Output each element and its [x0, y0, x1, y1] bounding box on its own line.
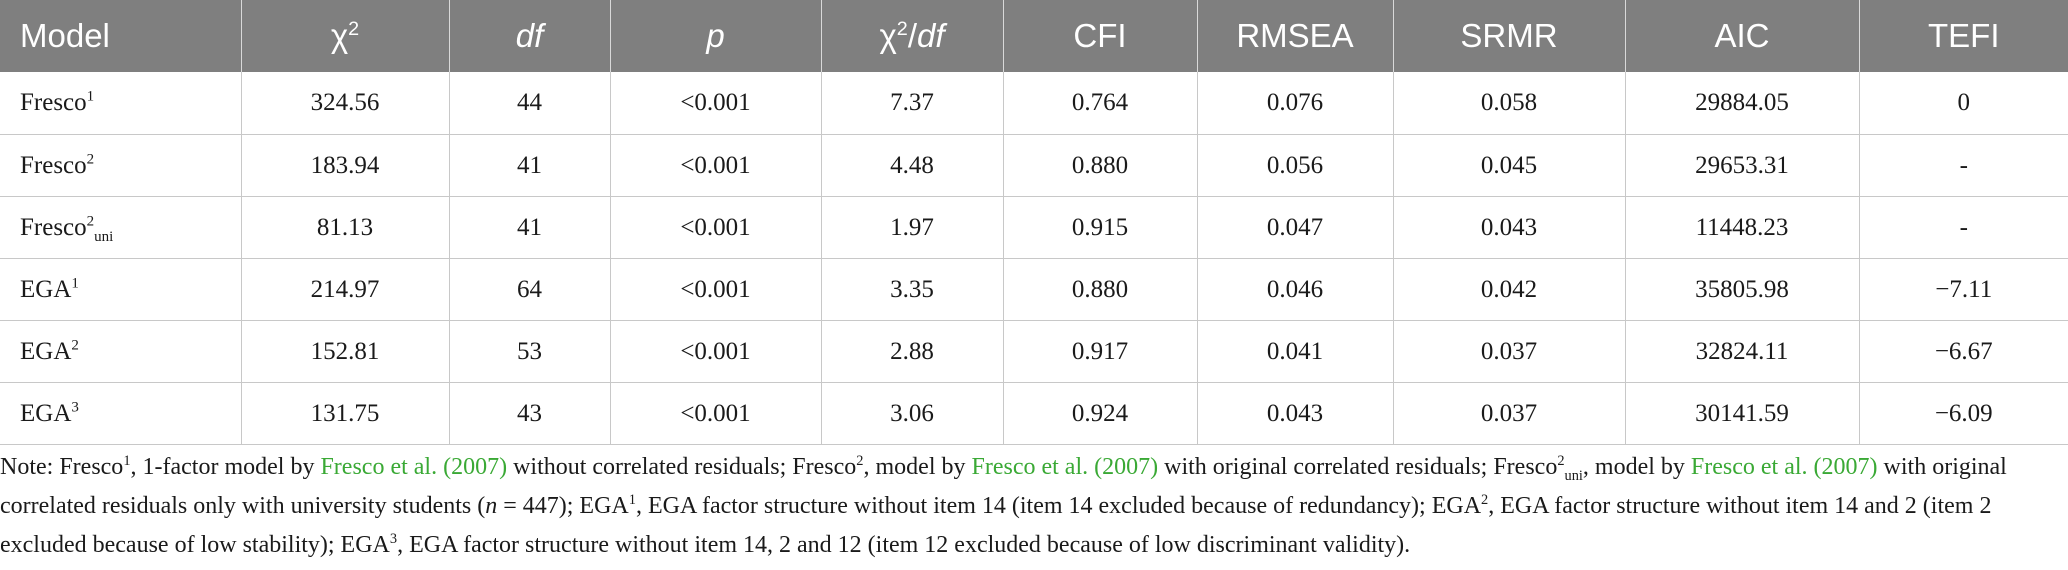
cell-aic: 11448.23 — [1625, 196, 1860, 259]
cell-df: 41 — [449, 134, 611, 197]
cell-model: EGA2 — [0, 320, 242, 383]
cell-model: Fresco2uni — [0, 196, 242, 259]
header-chi-square: χ2 — [241, 0, 450, 72]
header-cfi: CFI — [1003, 0, 1198, 72]
table-row: Fresco2uni 81.13 41 <0.001 1.97 0.915 0.… — [0, 196, 2068, 259]
cell-rmsea: 0.046 — [1197, 258, 1394, 321]
table-row: EGA3 131.75 43 <0.001 3.06 0.924 0.043 0… — [0, 382, 2068, 445]
cell-cfi: 0.915 — [1003, 196, 1198, 259]
cell-chi-square-df: 3.06 — [821, 382, 1004, 445]
header-aic: AIC — [1625, 0, 1860, 72]
cell-srmr: 0.037 — [1393, 320, 1626, 383]
cell-cfi: 0.764 — [1003, 72, 1198, 135]
cell-df: 64 — [449, 258, 611, 321]
header-rmsea: RMSEA — [1197, 0, 1394, 72]
cell-rmsea: 0.041 — [1197, 320, 1394, 383]
cell-rmsea: 0.043 — [1197, 382, 1394, 445]
cell-p: <0.001 — [610, 320, 822, 383]
cell-model: EGA1 — [0, 258, 242, 321]
cell-aic: 29653.31 — [1625, 134, 1860, 197]
cell-cfi: 0.880 — [1003, 258, 1198, 321]
header-df: df — [449, 0, 611, 72]
cell-df: 43 — [449, 382, 611, 445]
table-note: Note: Fresco1, 1-factor model by Fresco … — [0, 453, 2007, 558]
cell-chi-square: 183.94 — [241, 134, 450, 197]
reference-link[interactable]: Fresco et al. (2007) — [320, 454, 508, 480]
cell-tefi: −7.11 — [1859, 258, 2068, 321]
header-tefi: TEFI — [1859, 0, 2068, 72]
cell-aic: 35805.98 — [1625, 258, 1860, 321]
cell-srmr: 0.037 — [1393, 382, 1626, 445]
cell-tefi: - — [1859, 134, 2068, 197]
cell-chi-square: 81.13 — [241, 196, 450, 259]
cell-chi-square: 131.75 — [241, 382, 450, 445]
table-row: Fresco1 324.56 44 <0.001 7.37 0.764 0.07… — [0, 72, 2068, 135]
header-model: Model — [0, 0, 242, 72]
cell-chi-square-df: 4.48 — [821, 134, 1004, 197]
cell-chi-square-df: 1.97 — [821, 196, 1004, 259]
cell-chi-square-df: 3.35 — [821, 258, 1004, 321]
table-row: EGA2 152.81 53 <0.001 2.88 0.917 0.041 0… — [0, 320, 2068, 383]
cell-chi-square: 324.56 — [241, 72, 450, 135]
cell-p: <0.001 — [610, 382, 822, 445]
cell-chi-square: 152.81 — [241, 320, 450, 383]
cell-rmsea: 0.076 — [1197, 72, 1394, 135]
cell-cfi: 0.917 — [1003, 320, 1198, 383]
reference-link[interactable]: Fresco et al. (2007) — [1690, 454, 1878, 480]
fit-indices-table: Model χ2 df p χ2/df CFI RMSEA SRMR AIC T… — [0, 0, 2068, 445]
cell-srmr: 0.043 — [1393, 196, 1626, 259]
cell-srmr: 0.045 — [1393, 134, 1626, 197]
cell-df: 53 — [449, 320, 611, 383]
cell-rmsea: 0.056 — [1197, 134, 1394, 197]
cell-df: 44 — [449, 72, 611, 135]
cell-tefi: 0 — [1859, 72, 2068, 135]
table-row: Fresco2 183.94 41 <0.001 4.48 0.880 0.05… — [0, 134, 2068, 197]
cell-model: Fresco1 — [0, 72, 242, 135]
cell-df: 41 — [449, 196, 611, 259]
header-row: Model χ2 df p χ2/df CFI RMSEA SRMR AIC T… — [0, 0, 2068, 72]
cell-tefi: - — [1859, 196, 2068, 259]
cell-p: <0.001 — [610, 258, 822, 321]
cell-chi-square-df: 7.37 — [821, 72, 1004, 135]
cell-p: <0.001 — [610, 72, 822, 135]
header-srmr: SRMR — [1393, 0, 1626, 72]
cell-chi-square: 214.97 — [241, 258, 450, 321]
reference-link[interactable]: Fresco et al. (2007) — [971, 454, 1159, 480]
cell-p: <0.001 — [610, 134, 822, 197]
cell-cfi: 0.880 — [1003, 134, 1198, 197]
cell-cfi: 0.924 — [1003, 382, 1198, 445]
cell-srmr: 0.058 — [1393, 72, 1626, 135]
cell-aic: 30141.59 — [1625, 382, 1860, 445]
cell-tefi: −6.09 — [1859, 382, 2068, 445]
header-p: p — [610, 0, 822, 72]
cell-model: EGA3 — [0, 382, 242, 445]
cell-model: Fresco2 — [0, 134, 242, 197]
cell-srmr: 0.042 — [1393, 258, 1626, 321]
cell-p: <0.001 — [610, 196, 822, 259]
cell-tefi: −6.67 — [1859, 320, 2068, 383]
cell-aic: 29884.05 — [1625, 72, 1860, 135]
cell-chi-square-df: 2.88 — [821, 320, 1004, 383]
cell-aic: 32824.11 — [1625, 320, 1860, 383]
cell-rmsea: 0.047 — [1197, 196, 1394, 259]
table-row: EGA1 214.97 64 <0.001 3.35 0.880 0.046 0… — [0, 258, 2068, 321]
header-chi-square-df: χ2/df — [821, 0, 1004, 72]
